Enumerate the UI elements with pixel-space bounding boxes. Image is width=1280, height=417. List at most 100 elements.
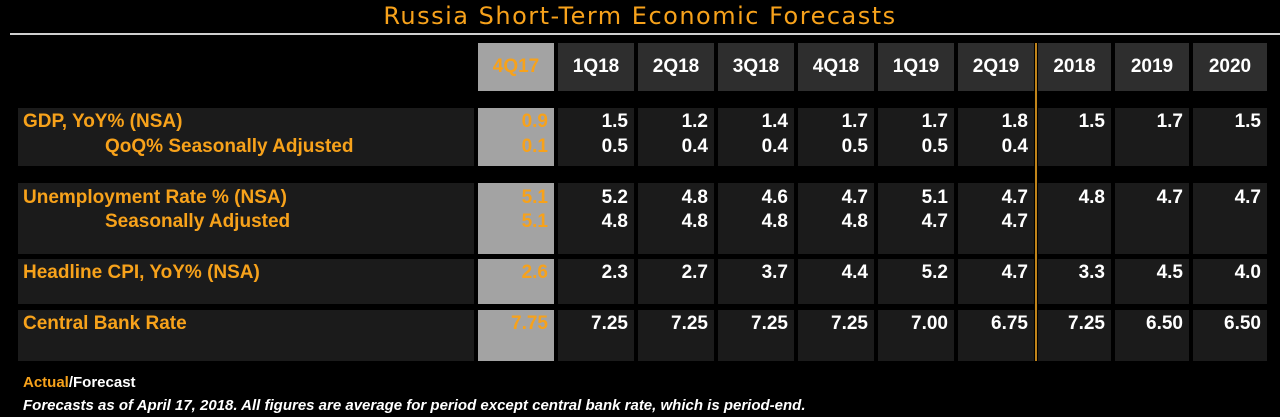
title-rule [10,33,1280,35]
cell-background [958,310,1034,361]
cell-background [638,183,714,254]
cell-background [798,108,874,166]
cell-background [638,108,714,166]
cell-background [1193,108,1267,166]
table-cell: 4.8 [1078,187,1105,208]
table-cell: 4.0 [1234,262,1261,283]
row-group-background [18,310,474,361]
table-cell: 0.4 [1001,136,1028,157]
table-cell: 4.7 [841,187,868,208]
cell-background [718,259,794,304]
cell-background [638,259,714,304]
cell-background [958,183,1034,254]
table-cell: 1.7 [1156,111,1183,132]
table-cell: 4.7 [1001,187,1028,208]
column-header-4q17: 4Q17 [478,43,554,91]
table-cell: 1.4 [761,111,788,132]
cell-background [1193,310,1267,361]
legend: Actual/Forecast [23,374,136,391]
cell-background [1038,310,1111,361]
table-cell: 7.25 [831,313,868,334]
table-cell: 4.7 [1156,187,1183,208]
annual-divider [1035,43,1037,361]
table-cell: 4.7 [1001,211,1028,232]
cell-background [878,108,954,166]
table-cell: 1.8 [1001,111,1028,132]
footnote: Forecasts as of April 17, 2018. All figu… [23,397,806,414]
cell-background [1038,259,1111,304]
table-cell: 4.7 [921,211,948,232]
column-header-2018: 2018 [1038,43,1111,91]
legend-actual: Actual [23,374,69,391]
table-cell: 3.3 [1078,262,1105,283]
table-cell: 5.1 [921,187,948,208]
column-header-3q18: 3Q18 [718,43,794,91]
cell-background [878,259,954,304]
table-cell: 5.2 [601,187,628,208]
cell-background [798,259,874,304]
table-cell: 0.5 [841,136,868,157]
table-cell: 7.25 [671,313,708,334]
column-header-4q18: 4Q18 [798,43,874,91]
cell-background [478,310,554,361]
table-cell: 4.8 [601,211,628,232]
table-cell: 5.2 [921,262,948,283]
table-cell: 0.9 [521,111,548,132]
table-cell: 0.5 [921,136,948,157]
table-cell: 0.4 [681,136,708,157]
cell-background [878,183,954,254]
table-cell: 6.50 [1224,313,1261,334]
table-cell: 7.25 [1068,313,1105,334]
table-cell: 0.5 [601,136,628,157]
table-cell: 7.75 [511,313,548,334]
cell-background [558,183,634,254]
table-cell: 5.1 [521,211,548,232]
table-cell: 4.8 [681,187,708,208]
row-label: GDP, YoY% (NSA) [23,111,183,132]
column-header-2019: 2019 [1115,43,1189,91]
cell-background [1115,259,1189,304]
row-label: Unemployment Rate % (NSA) [23,187,287,208]
table-cell: 7.25 [591,313,628,334]
table-cell: 7.25 [751,313,788,334]
cell-background [798,310,874,361]
row-label: QoQ% Seasonally Adjusted [105,136,354,157]
table-cell: 5.1 [521,187,548,208]
row-label: Seasonally Adjusted [105,211,291,232]
table-cell: 4.4 [841,262,868,283]
table-cell: 3.7 [761,262,788,283]
table-cell: 2.3 [601,262,628,283]
chart-title: Russia Short-Term Economic Forecasts [383,2,897,30]
table-cell: 4.6 [761,187,788,208]
table-cell: 1.5 [1078,111,1105,132]
table-cell: 4.8 [761,211,788,232]
table-cell: 1.7 [921,111,948,132]
cell-background [958,108,1034,166]
cell-background [558,108,634,166]
legend-forecast: Forecast [73,374,136,391]
row-label: Headline CPI, YoY% (NSA) [23,262,260,283]
row-group-background [18,108,474,166]
column-header-1q19: 1Q19 [878,43,954,91]
cell-background [478,108,554,166]
table-cell: 0.1 [521,136,548,157]
table-cell: 4.7 [1234,187,1261,208]
cell-background [1115,183,1189,254]
row-label: Central Bank Rate [23,313,187,334]
table-cell: 0.4 [761,136,788,157]
cell-background [478,259,554,304]
cell-background [1038,108,1111,166]
table-cell: 7.00 [911,313,948,334]
cell-background [718,310,794,361]
cell-background [1115,108,1189,166]
row-group-background [18,259,474,304]
table-cell: 1.5 [1234,111,1261,132]
table-cell: 1.2 [681,111,708,132]
column-header-2q19: 2Q19 [958,43,1034,91]
table-cell: 2.7 [681,262,708,283]
cell-background [1193,183,1267,254]
cell-background [1038,183,1111,254]
cell-background [958,259,1034,304]
table-cell: 1.5 [601,111,628,132]
cell-background [878,310,954,361]
